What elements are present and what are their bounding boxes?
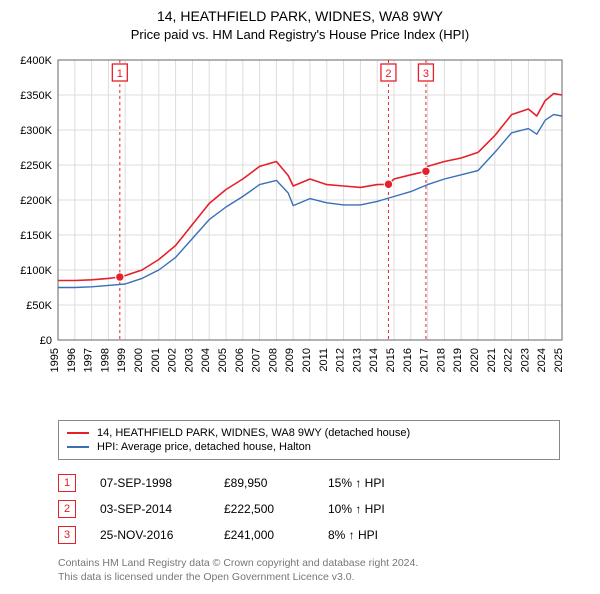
x-tick-label: 2020 bbox=[469, 348, 481, 372]
event-index-box: 2 bbox=[58, 500, 76, 518]
event-date: 25-NOV-2016 bbox=[100, 528, 200, 542]
event-row: 1 07-SEP-1998 £89,950 15% ↑ HPI bbox=[58, 470, 560, 496]
x-tick-label: 2007 bbox=[251, 348, 263, 372]
x-tick-label: 2025 bbox=[553, 348, 565, 372]
x-tick-label: 2015 bbox=[385, 348, 397, 372]
events-table: 1 07-SEP-1998 £89,950 15% ↑ HPI 2 03-SEP-2014… bbox=[58, 470, 560, 548]
figure-root: 14, HEATHFIELD PARK, WIDNES, WA8 9WY Pri… bbox=[0, 0, 600, 594]
legend-swatch bbox=[67, 446, 89, 448]
x-tick-label: 2005 bbox=[217, 348, 229, 372]
x-tick-label: 1996 bbox=[66, 348, 78, 372]
footer-attribution: Contains HM Land Registry data © Crown c… bbox=[58, 556, 560, 584]
legend: 14, HEATHFIELD PARK, WIDNES, WA8 9WY (de… bbox=[58, 420, 560, 460]
event-price: £89,950 bbox=[224, 476, 304, 490]
x-tick-label: 2016 bbox=[402, 348, 414, 372]
x-tick-label: 2019 bbox=[452, 348, 464, 372]
y-tick-label: £0 bbox=[40, 335, 52, 347]
title-address: 14, HEATHFIELD PARK, WIDNES, WA8 9WY bbox=[12, 8, 588, 24]
x-tick-label: 1999 bbox=[116, 348, 128, 372]
y-tick-label: £100K bbox=[20, 265, 52, 277]
event-date: 03-SEP-2014 bbox=[100, 502, 200, 516]
event-dot bbox=[384, 180, 392, 188]
y-tick-label: £50K bbox=[26, 300, 52, 312]
legend-swatch bbox=[67, 432, 89, 434]
legend-label: HPI: Average price, detached house, Halt… bbox=[97, 441, 311, 453]
x-tick-label: 2014 bbox=[368, 348, 380, 372]
event-delta: 8% ↑ HPI bbox=[328, 528, 428, 542]
x-tick-label: 2006 bbox=[234, 348, 246, 372]
event-date: 07-SEP-1998 bbox=[100, 476, 200, 490]
x-tick-label: 2023 bbox=[519, 348, 531, 372]
x-tick-label: 2000 bbox=[133, 348, 145, 372]
legend-row: HPI: Average price, detached house, Halt… bbox=[67, 440, 551, 454]
y-tick-label: £350K bbox=[20, 90, 52, 102]
title-block: 14, HEATHFIELD PARK, WIDNES, WA8 9WY Pri… bbox=[12, 8, 588, 42]
plot-bg bbox=[12, 52, 588, 412]
event-marker-label: 1 bbox=[117, 68, 123, 80]
event-row: 2 03-SEP-2014 £222,500 10% ↑ HPI bbox=[58, 496, 560, 522]
y-tick-label: £250K bbox=[20, 160, 52, 172]
x-tick-label: 1997 bbox=[83, 348, 95, 372]
x-tick-label: 2001 bbox=[150, 348, 162, 372]
y-tick-label: £150K bbox=[20, 230, 52, 242]
x-tick-label: 2004 bbox=[200, 348, 212, 372]
x-tick-label: 2024 bbox=[536, 348, 548, 372]
x-tick-label: 2009 bbox=[284, 348, 296, 372]
x-tick-label: 2010 bbox=[301, 348, 313, 372]
event-row: 3 25-NOV-2016 £241,000 8% ↑ HPI bbox=[58, 522, 560, 548]
x-tick-label: 2018 bbox=[435, 348, 447, 372]
x-tick-label: 2022 bbox=[503, 348, 515, 372]
legend-row: 14, HEATHFIELD PARK, WIDNES, WA8 9WY (de… bbox=[67, 426, 551, 440]
x-tick-label: 2002 bbox=[167, 348, 179, 372]
chart-svg: £0 £50K £100K £150K £200K £250K £300K £350K £400… bbox=[12, 52, 588, 412]
chart: £0 £50K £100K £150K £200K £250K £300K £350K £400… bbox=[12, 52, 588, 412]
y-tick-label: £300K bbox=[20, 125, 52, 137]
event-marker-label: 3 bbox=[423, 68, 429, 80]
event-dot bbox=[116, 273, 124, 281]
event-price: £222,500 bbox=[224, 502, 304, 516]
event-price: £241,000 bbox=[224, 528, 304, 542]
footer-line-1: Contains HM Land Registry data © Crown c… bbox=[58, 556, 560, 570]
x-tick-label: 2008 bbox=[267, 348, 279, 372]
x-tick-label: 2003 bbox=[183, 348, 195, 372]
x-tick-label: 1995 bbox=[49, 348, 61, 372]
footer-line-2: This data is licensed under the Open Gov… bbox=[58, 570, 560, 584]
x-tick-label: 2017 bbox=[419, 348, 431, 372]
x-tick-label: 2013 bbox=[351, 348, 363, 372]
event-dot bbox=[422, 167, 430, 175]
event-marker-label: 2 bbox=[385, 68, 391, 80]
event-index-box: 3 bbox=[58, 526, 76, 544]
title-subtitle: Price paid vs. HM Land Registry's House … bbox=[12, 27, 588, 42]
y-tick-label: £400K bbox=[20, 55, 52, 67]
event-index-box: 1 bbox=[58, 474, 76, 492]
event-delta: 15% ↑ HPI bbox=[328, 476, 428, 490]
x-tick-label: 1998 bbox=[99, 348, 111, 372]
x-tick-label: 2011 bbox=[318, 348, 330, 372]
x-tick-label: 2021 bbox=[486, 348, 498, 372]
x-tick-label: 2012 bbox=[335, 348, 347, 372]
legend-label: 14, HEATHFIELD PARK, WIDNES, WA8 9WY (de… bbox=[97, 427, 410, 439]
y-tick-label: £200K bbox=[20, 195, 52, 207]
event-delta: 10% ↑ HPI bbox=[328, 502, 428, 516]
